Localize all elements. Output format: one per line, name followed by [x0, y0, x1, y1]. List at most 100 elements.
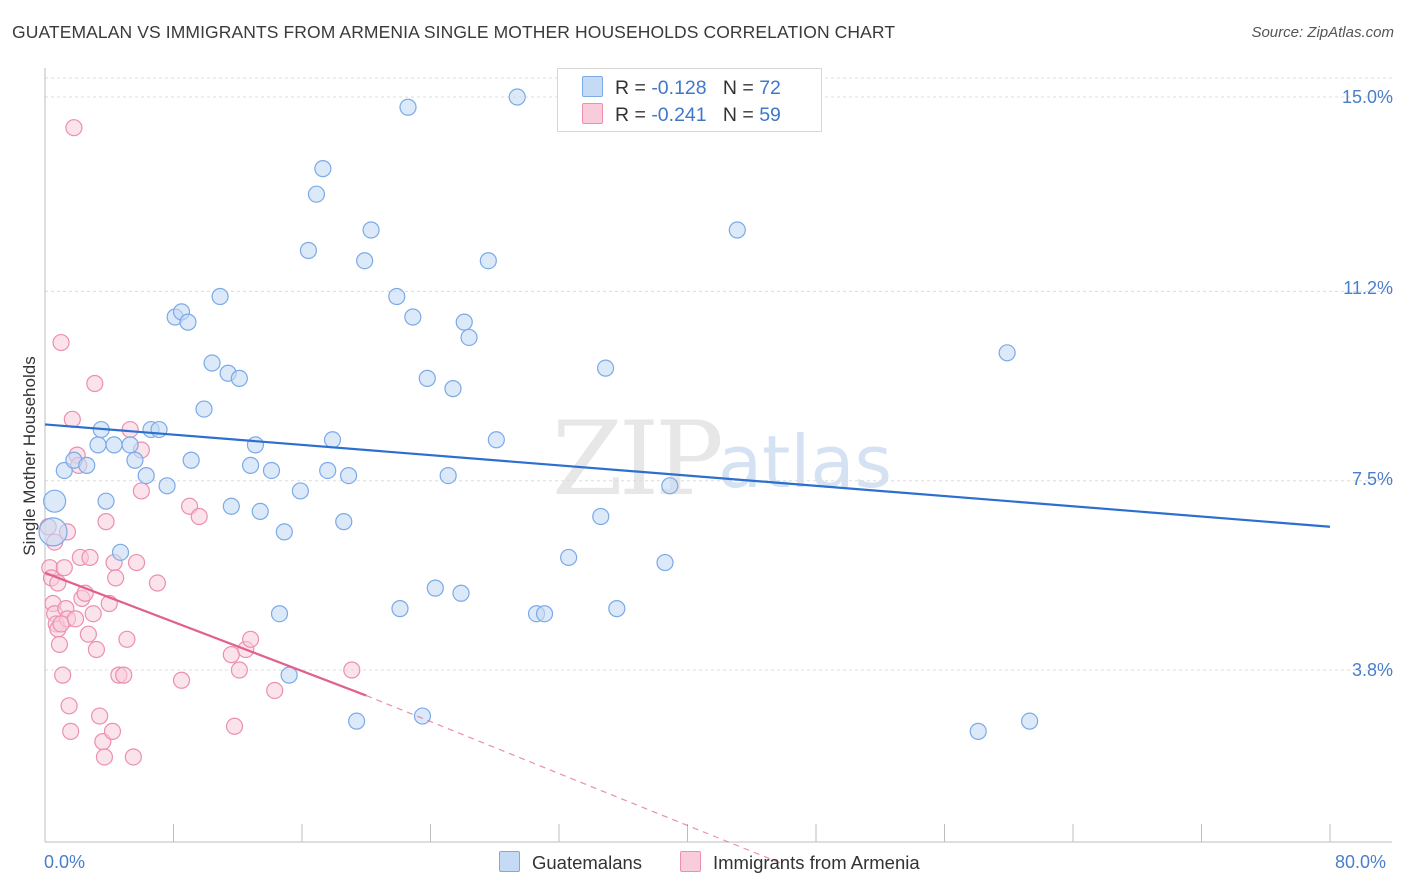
guatemalan-point [413, 707, 432, 725]
guatemalan-point [508, 88, 526, 106]
guatemalan-point [656, 553, 674, 572]
guatemalan-point [78, 456, 96, 474]
guatemalan-point [126, 451, 144, 469]
y-tick-label-15: 15.0% [1341, 87, 1393, 107]
armenia-point [95, 748, 114, 766]
legend-swatch-blue [582, 76, 603, 97]
chart-title: GUATEMALAN VS IMMIGRANTS FROM ARMENIA SI… [12, 22, 896, 42]
armenia-point [225, 717, 244, 735]
y-tick-label-11-2: 11.2% [1343, 278, 1393, 298]
guatemalan-point [592, 507, 610, 526]
armenia-point [242, 630, 260, 648]
legend-row-guatemalans: R = -0.128 N = 72 [582, 76, 781, 100]
guatemalan-point [182, 451, 200, 469]
armenia-point [87, 640, 106, 659]
guatemalan-point [969, 722, 987, 740]
legend-n-value: 72 [759, 77, 781, 99]
guatemalan-point [242, 456, 260, 474]
legend-n-label: N = [722, 77, 754, 99]
guatemalans-trend-line [44, 423, 1331, 528]
armenia-point [60, 697, 78, 715]
armenia-point [84, 605, 102, 623]
guatemalan-point [299, 241, 318, 260]
guatemalan-point [444, 380, 462, 398]
guatemalan-point [137, 466, 155, 485]
legend-row-armenia: R = -0.241 N = 59 [582, 103, 781, 127]
x-tick-label-min: 0.0% [44, 852, 86, 872]
armenia-point [55, 559, 73, 577]
guatemalan-point [455, 313, 473, 331]
guatemalan-point [596, 359, 615, 377]
guatemalan-point [222, 497, 240, 515]
guatemalan-point [211, 287, 229, 306]
guatemalan-point [319, 461, 337, 480]
armenia-point [266, 681, 284, 700]
legend-r-value: -0.128 [651, 77, 707, 99]
guatemalan-point [89, 436, 107, 454]
armenia-trend-extension [366, 695, 785, 865]
guatemalan-point [439, 466, 457, 485]
y-axis-title: Single Mother Households [20, 356, 39, 556]
y-tick-label-7-5: 7.5% [1351, 469, 1393, 489]
bottom-legend-guatemalans: Guatemalans [499, 851, 642, 874]
guatemalan-point [998, 344, 1016, 362]
armenia-point [103, 722, 122, 740]
armenia-point [66, 610, 85, 628]
guatemalan-point [280, 666, 298, 684]
guatemalan-point [452, 584, 470, 602]
armenia-point [190, 507, 208, 526]
correlation-legend: R = -0.128 N = 72 R = -0.241 N = 59 [557, 68, 822, 132]
guatemalan-point [275, 523, 293, 541]
bottom-legend-swatch-blue [499, 851, 520, 872]
armenia-point [50, 635, 69, 654]
armenia-trend-line [44, 571, 367, 697]
guatemalan-point [339, 466, 358, 485]
armenia-point [54, 666, 72, 684]
guatemalan-point [608, 600, 626, 618]
guatemalan-point [246, 436, 265, 454]
guatemalan-point [728, 221, 746, 239]
armenia-point [63, 410, 81, 428]
armenia-point [172, 671, 191, 689]
guatemalan-point [307, 185, 326, 203]
armenia-point [127, 553, 146, 572]
armenia-point [148, 574, 167, 592]
armenia-point [79, 625, 97, 643]
armenia-point [62, 722, 80, 740]
guatemalan-point [270, 605, 289, 623]
legend-swatch-pink [582, 103, 603, 124]
guatemalan-point [418, 369, 436, 387]
bottom-legend-label-armenia: Immigrants from Armenia [713, 852, 920, 873]
y-tick-label-3-8: 3.8% [1351, 660, 1393, 680]
guatemalan-point [203, 354, 221, 372]
guatemalan-point [150, 420, 168, 439]
armenia-point [91, 707, 109, 725]
x-tick-label-max: 80.0% [1335, 852, 1387, 872]
bottom-legend-swatch-pink [680, 851, 701, 872]
legend-n-value: 59 [759, 104, 781, 126]
guatemalan-point [43, 489, 67, 513]
guatemalan-point [460, 328, 478, 347]
armenia-point [115, 666, 133, 684]
source-label: Source: ZipAtlas.com [1251, 24, 1394, 41]
armenia-point [222, 646, 240, 664]
legend-r-label: R = [615, 77, 646, 99]
guatemalan-point [158, 477, 176, 495]
guatemalan-point [323, 431, 342, 449]
armenia-point [121, 420, 139, 439]
guatemalan-point [262, 461, 281, 480]
armenia-point [52, 333, 70, 352]
guatemalan-point [121, 436, 139, 454]
armenia-point [118, 630, 136, 648]
watermark-zip: ZIP [552, 400, 724, 519]
legend-r-label: R = [615, 104, 646, 126]
bottom-legend-label-guatemalans: Guatemalans [532, 852, 643, 873]
armenia-point [86, 374, 104, 393]
guatemalan-point [399, 98, 417, 116]
guatemalan-point [426, 579, 444, 597]
legend-r-value: -0.241 [651, 104, 707, 126]
guatemalan-point [335, 513, 353, 531]
guatemalan-point [105, 436, 123, 454]
guatemalan-point [479, 252, 497, 270]
